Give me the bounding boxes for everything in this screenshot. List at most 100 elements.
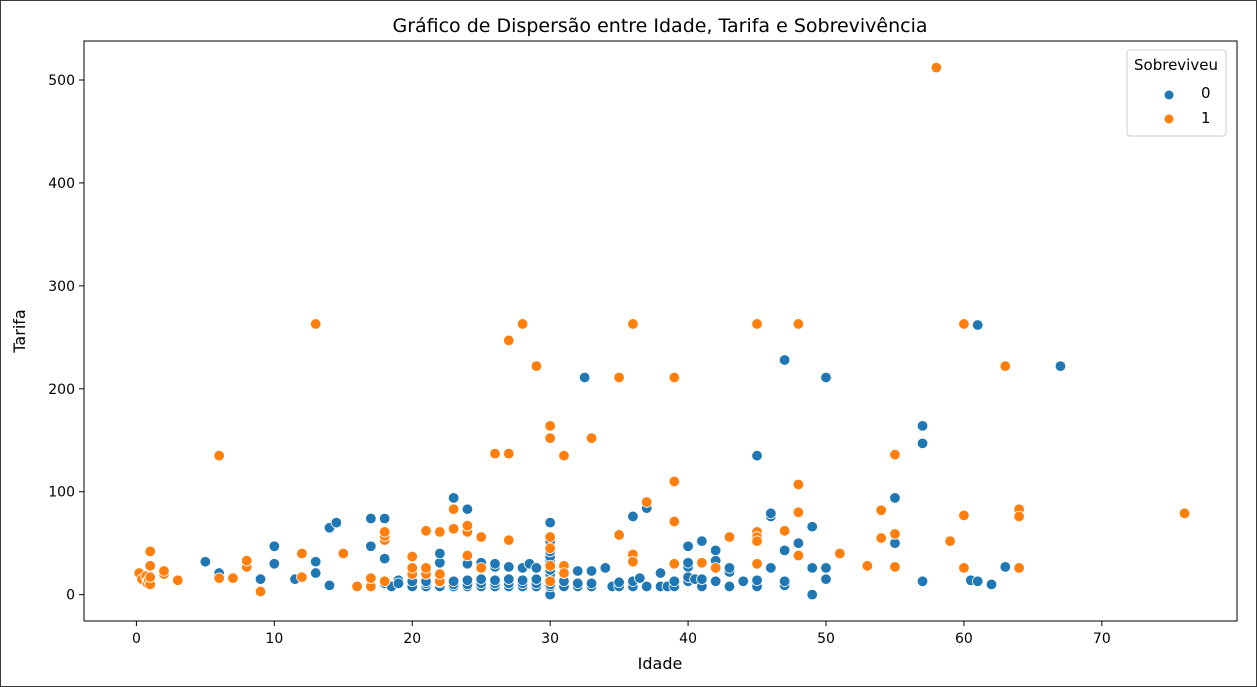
- x-tick-label: 40: [679, 631, 697, 647]
- x-tick-label: 30: [541, 631, 559, 647]
- data-point-0: [765, 507, 777, 520]
- data-point-0: [475, 573, 487, 585]
- legend-label-1: 1: [1201, 109, 1211, 127]
- data-point-1: [254, 585, 267, 598]
- data-point-1: [544, 531, 556, 543]
- data-point-1: [751, 558, 763, 570]
- data-point-0: [806, 588, 818, 601]
- data-point-1: [544, 432, 556, 444]
- data-point-1: [861, 560, 874, 572]
- legend-label-0: 0: [1201, 84, 1211, 102]
- data-point-0: [916, 575, 929, 587]
- data-point-1: [503, 534, 515, 546]
- data-point-0: [572, 565, 584, 577]
- data-point-0: [199, 556, 212, 568]
- y-axis: 0 100 200 300 400 500: [48, 73, 84, 604]
- data-point-0: [447, 575, 460, 587]
- data-point-0: [613, 576, 625, 588]
- data-point-1: [310, 318, 322, 330]
- data-point-0: [696, 535, 708, 547]
- data-point-0: [696, 573, 708, 585]
- data-point-1: [213, 572, 225, 584]
- data-point-0: [1054, 360, 1067, 372]
- data-point-0: [310, 567, 322, 579]
- data-point-0: [778, 354, 791, 366]
- data-point-1: [378, 526, 391, 538]
- data-point-1: [544, 575, 556, 587]
- data-point-1: [351, 580, 363, 593]
- chart-title: Gráfico de Dispersão entre Idade, Tarifa…: [392, 15, 927, 37]
- data-point-0: [489, 574, 501, 586]
- data-point-0: [916, 420, 929, 432]
- data-point-1: [447, 503, 460, 515]
- data-point-1: [944, 535, 956, 547]
- data-point-0: [709, 544, 722, 557]
- data-point-0: [820, 562, 832, 574]
- data-point-0: [268, 558, 281, 570]
- data-point-0: [585, 577, 598, 590]
- data-points: [133, 61, 1191, 601]
- data-point-1: [585, 432, 598, 444]
- data-point-1: [489, 447, 501, 460]
- data-point-0: [792, 537, 805, 549]
- data-point-0: [778, 544, 791, 557]
- data-point-1: [958, 509, 970, 522]
- data-point-1: [668, 475, 680, 488]
- data-point-1: [930, 61, 943, 74]
- data-point-1: [668, 558, 680, 570]
- data-point-0: [709, 575, 722, 587]
- plot-frame: [83, 40, 1238, 622]
- data-point-0: [889, 492, 901, 504]
- y-tick-label: 100: [48, 485, 75, 501]
- data-point-1: [434, 568, 446, 580]
- x-tick-label: 0: [132, 631, 141, 647]
- data-point-1: [668, 371, 680, 384]
- data-point-1: [1013, 510, 1025, 523]
- x-tick-label: 60: [955, 631, 973, 647]
- x-axis: 0 10 20 30 40 50 60 70: [132, 621, 1111, 647]
- data-point-1: [461, 519, 474, 532]
- data-point-1: [751, 535, 763, 547]
- data-point-0: [310, 556, 322, 568]
- data-point-1: [378, 575, 391, 587]
- data-point-0: [765, 562, 777, 574]
- data-point-1: [516, 318, 529, 330]
- y-tick-label: 500: [48, 73, 75, 89]
- data-point-1: [792, 478, 805, 491]
- data-point-1: [613, 371, 625, 384]
- data-point-1: [544, 542, 556, 555]
- data-point-1: [241, 554, 253, 567]
- data-point-1: [875, 532, 887, 544]
- data-point-1: [751, 318, 763, 330]
- data-point-0: [378, 512, 391, 525]
- data-point-1: [875, 504, 887, 516]
- data-point-0: [806, 521, 818, 533]
- data-point-1: [641, 496, 653, 508]
- data-point-1: [558, 567, 570, 579]
- data-point-0: [503, 561, 515, 573]
- data-point-1: [420, 562, 432, 574]
- data-point-0: [682, 557, 694, 569]
- data-point-1: [365, 572, 377, 584]
- data-point-1: [792, 549, 805, 562]
- data-point-0: [461, 574, 474, 586]
- data-point-1: [461, 549, 474, 562]
- data-point-0: [572, 577, 584, 590]
- data-point-0: [461, 503, 474, 515]
- x-tick-label: 10: [265, 631, 283, 647]
- data-point-1: [958, 562, 970, 574]
- data-point-1: [172, 574, 184, 586]
- data-point-1: [1013, 562, 1025, 574]
- legend: Sobreviveu 0 1: [1126, 49, 1227, 137]
- y-tick-label: 300: [48, 279, 75, 295]
- data-point-0: [599, 562, 612, 574]
- data-point-1: [503, 447, 515, 460]
- data-point-1: [158, 565, 170, 577]
- data-point-1: [999, 360, 1011, 372]
- data-point-0: [723, 562, 736, 574]
- data-point-1: [475, 531, 487, 543]
- data-point-1: [613, 529, 625, 541]
- data-point-0: [254, 573, 267, 585]
